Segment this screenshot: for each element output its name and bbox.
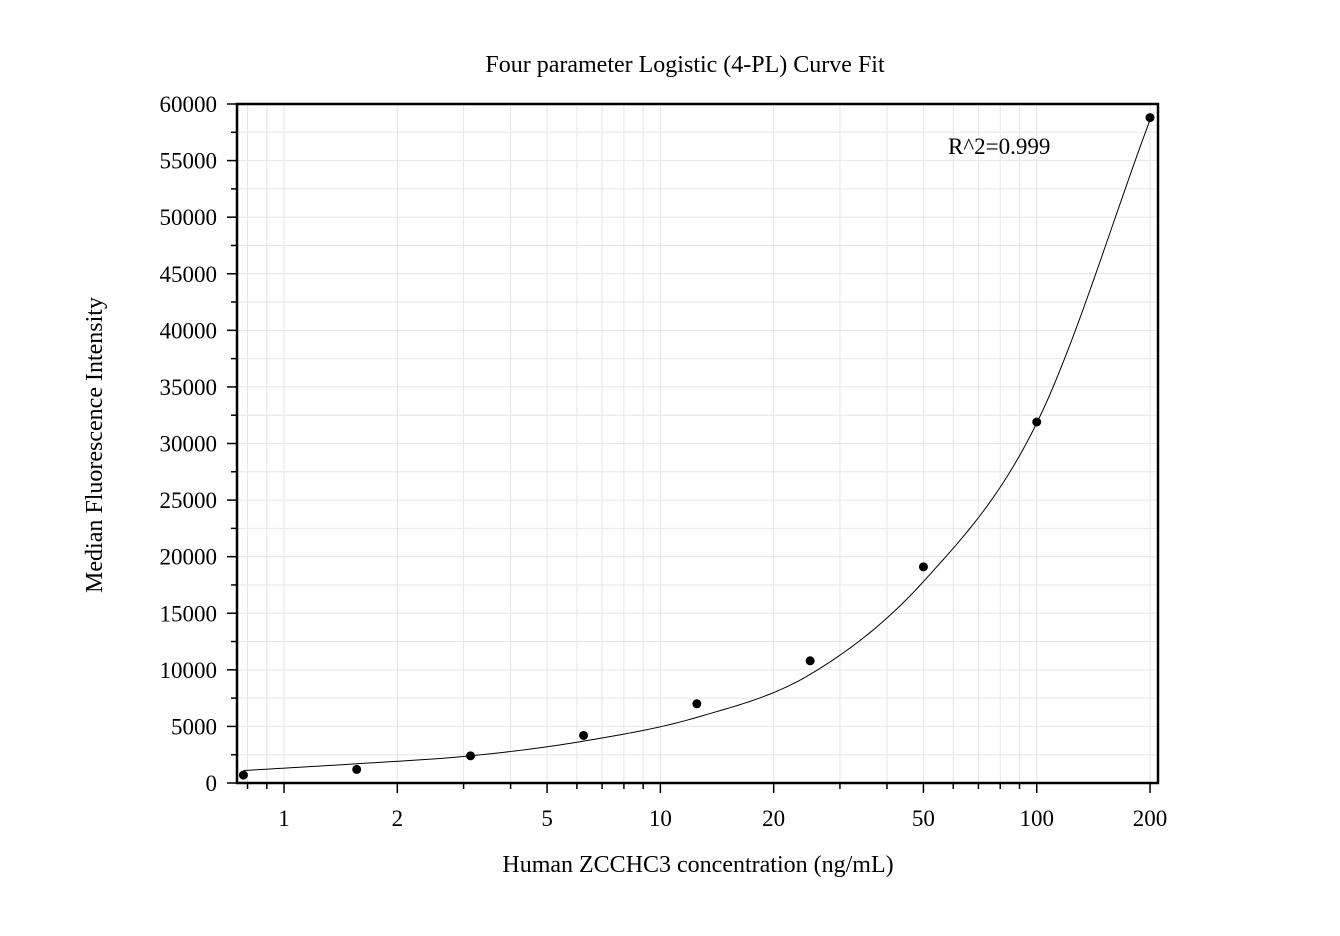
y-tick-label: 50000 [160, 205, 218, 230]
y-tick-label: 35000 [160, 375, 218, 400]
data-point [238, 770, 248, 780]
grid [237, 103, 1158, 784]
data-point [805, 656, 815, 666]
data-point [1145, 113, 1155, 123]
y-axis-label: Median Fluorescence Intensity [82, 297, 108, 593]
x-tick-label: 20 [762, 806, 785, 831]
y-tick-label: 30000 [160, 432, 218, 457]
fit-curve-line [243, 119, 1151, 772]
y-tick-label: 25000 [160, 488, 218, 513]
x-tick-label: 10 [649, 806, 672, 831]
y-tick-labels: 0 5000 10000 15000 20000 25000 30000 35000 40000… [160, 92, 218, 796]
data-points [238, 113, 1155, 780]
y-tick-label: 5000 [171, 714, 217, 739]
data-point [352, 764, 362, 774]
y-tick-label: 45000 [160, 262, 218, 287]
x-tick-label: 2 [392, 806, 404, 831]
chart-title: Four parameter Logistic (4-PL) Curve Fit [485, 52, 885, 78]
x-tick-labels: 1 2 5 10 20 50 100 200 [278, 806, 1167, 831]
y-tick-label: 20000 [160, 545, 218, 570]
x-tick-label: 200 [1133, 806, 1168, 831]
y-tick-label: 0 [206, 771, 218, 796]
data-point [692, 699, 702, 709]
y-tick-label: 55000 [160, 149, 218, 174]
data-point [1032, 417, 1042, 427]
y-tick-label: 40000 [160, 318, 218, 343]
y-tick-label: 15000 [160, 601, 218, 626]
y-tick-label: 60000 [160, 92, 218, 117]
x-tick-label: 100 [1019, 806, 1054, 831]
x-tick-label: 1 [278, 806, 290, 831]
data-point [466, 751, 476, 761]
axis-ticks [227, 103, 1151, 793]
y-tick-label: 10000 [160, 658, 218, 683]
data-point [579, 730, 589, 740]
data-point [918, 562, 928, 572]
x-axis-label: Human ZCCHC3 concentration (ng/mL) [502, 852, 893, 878]
r-squared-annotation: R^2=0.999 [948, 134, 1050, 159]
x-tick-label: 5 [541, 806, 553, 831]
x-tick-label: 50 [912, 806, 935, 831]
